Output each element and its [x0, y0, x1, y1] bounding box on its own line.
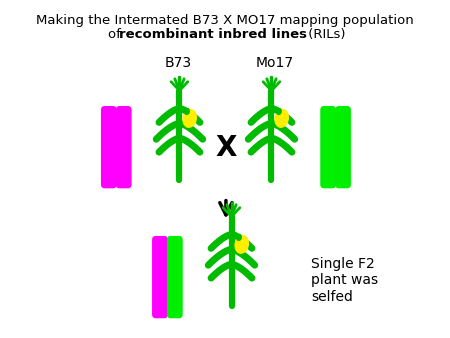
Text: X: X	[215, 134, 237, 162]
Ellipse shape	[235, 236, 248, 253]
Text: recombinant inbred lines: recombinant inbred lines	[119, 28, 307, 41]
Ellipse shape	[275, 110, 288, 127]
FancyBboxPatch shape	[116, 106, 131, 188]
Text: (RILs): (RILs)	[304, 28, 346, 41]
FancyBboxPatch shape	[101, 106, 117, 188]
FancyBboxPatch shape	[152, 236, 168, 318]
Text: of: of	[108, 28, 125, 41]
Ellipse shape	[277, 108, 281, 115]
Text: Single F2
plant was
selfed: Single F2 plant was selfed	[311, 257, 378, 304]
FancyBboxPatch shape	[167, 236, 183, 318]
Text: B73: B73	[165, 56, 192, 70]
Text: Mo17: Mo17	[255, 56, 293, 70]
FancyBboxPatch shape	[335, 106, 351, 188]
FancyBboxPatch shape	[320, 106, 336, 188]
Ellipse shape	[237, 235, 241, 240]
Ellipse shape	[183, 110, 196, 127]
Text: Making the Intermated B73 X MO17 mapping population: Making the Intermated B73 X MO17 mapping…	[36, 14, 414, 27]
Ellipse shape	[184, 108, 189, 115]
